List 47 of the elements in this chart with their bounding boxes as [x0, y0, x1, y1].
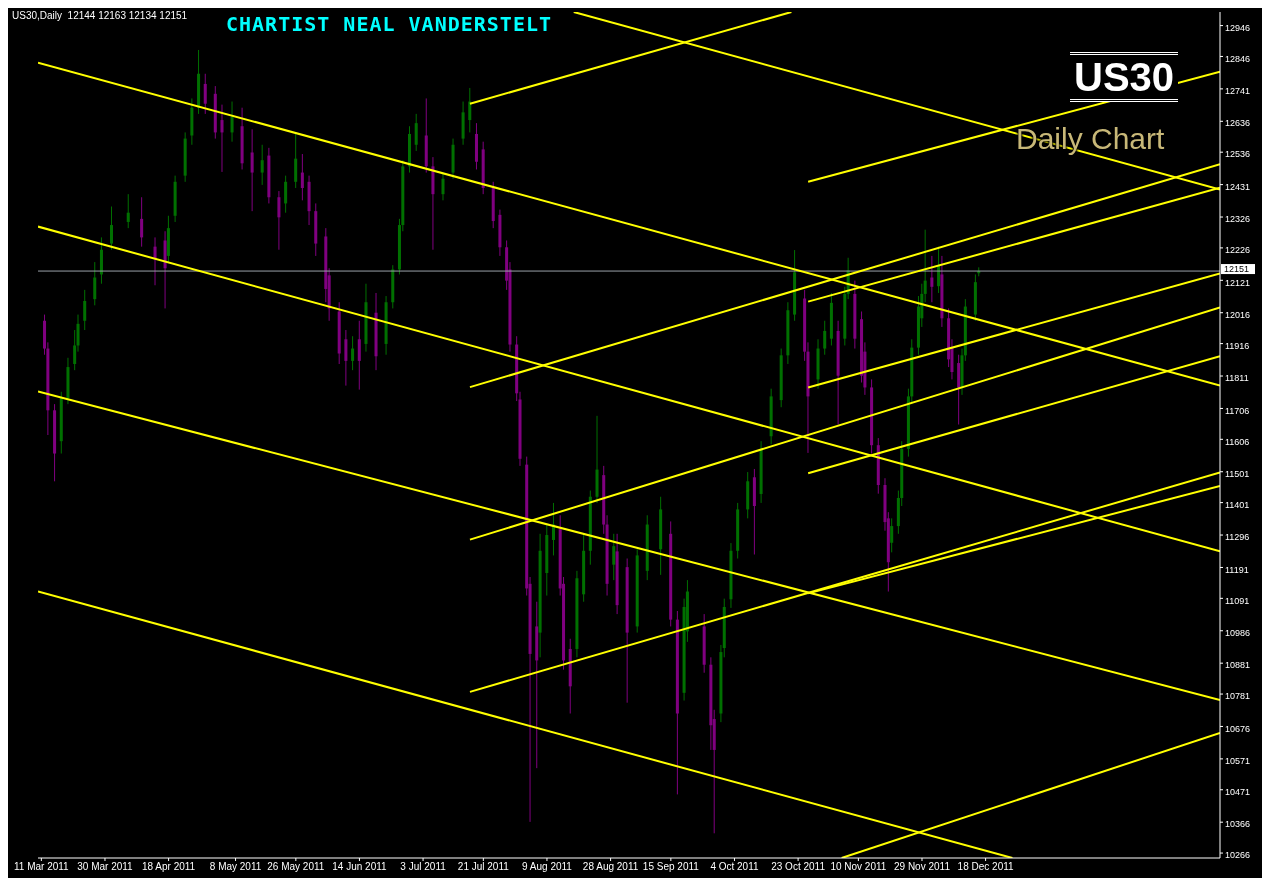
- y-tick-label: 10366: [1225, 819, 1251, 830]
- annotation: US30: [1070, 52, 1179, 102]
- x-tick-label: 26 May 2011: [267, 861, 325, 873]
- y-tick-label: 11091: [1225, 595, 1250, 606]
- x-tick-label: 21 Jul 2011: [457, 861, 510, 873]
- chart-subtitle: US30,Daily 12144 12163 12134 12151: [12, 10, 188, 21]
- y-tick-label: 10471: [1225, 786, 1251, 797]
- y-tick-label: 12741: [1225, 86, 1251, 97]
- y-tick-label: 12946: [1225, 22, 1251, 33]
- y-tick-label: 11706: [1225, 405, 1250, 416]
- x-tick-label: 30 Mar 2011: [77, 861, 134, 873]
- x-tick-label: 18 Dec 2011: [957, 861, 1015, 873]
- x-tick-label: 9 Aug 2011: [522, 861, 573, 873]
- x-tick-label: 11 Mar 2011: [14, 861, 70, 873]
- y-tick-label: 12846: [1225, 53, 1251, 64]
- x-tick-label: 15 Sep 2011: [642, 861, 700, 873]
- y-tick-label: 11916: [1225, 340, 1250, 351]
- x-tick-label: 18 Apr 2011: [141, 861, 196, 873]
- x-tick-label: 14 Jun 2011: [332, 861, 388, 873]
- y-tick-label: 10781: [1225, 691, 1251, 702]
- chart-title: CHARTIST NEAL VANDERSTELT: [226, 12, 553, 36]
- y-tick-label: 12536: [1225, 149, 1251, 160]
- ref-line-label: 12151: [1224, 264, 1250, 275]
- y-tick-label: 11401: [1225, 499, 1250, 510]
- x-tick-label: 8 May 2011: [209, 861, 262, 873]
- y-tick-label: 12121: [1225, 277, 1251, 288]
- y-tick-label: 12326: [1225, 214, 1251, 225]
- x-tick-label: 3 Jul 2011: [400, 861, 447, 873]
- y-tick-label: 11296: [1225, 532, 1250, 543]
- y-tick-label: 12431: [1225, 181, 1251, 192]
- y-tick-label: 10881: [1225, 660, 1251, 671]
- y-tick-label: 10571: [1225, 756, 1251, 767]
- x-tick-label: 28 Aug 2011: [582, 861, 639, 873]
- y-tick-label: 10986: [1225, 627, 1251, 638]
- y-tick-label: 12016: [1225, 309, 1251, 320]
- y-tick-label: 10676: [1225, 723, 1251, 734]
- y-tick-label: 11191: [1225, 564, 1249, 575]
- y-tick-label: 11606: [1225, 436, 1250, 447]
- x-tick-label: 4 Oct 2011: [710, 861, 759, 873]
- y-tick-label: 12226: [1225, 245, 1251, 256]
- y-tick-label: 12636: [1225, 118, 1251, 129]
- y-tick-label: 11811: [1225, 373, 1249, 384]
- x-tick-label: 23 Oct 2011: [771, 861, 826, 873]
- x-tick-label: 10 Nov 2011: [830, 861, 887, 873]
- y-tick-label: 10266: [1225, 850, 1251, 861]
- y-tick-label: 11501: [1225, 468, 1250, 479]
- x-tick-label: 29 Nov 2011: [894, 861, 951, 873]
